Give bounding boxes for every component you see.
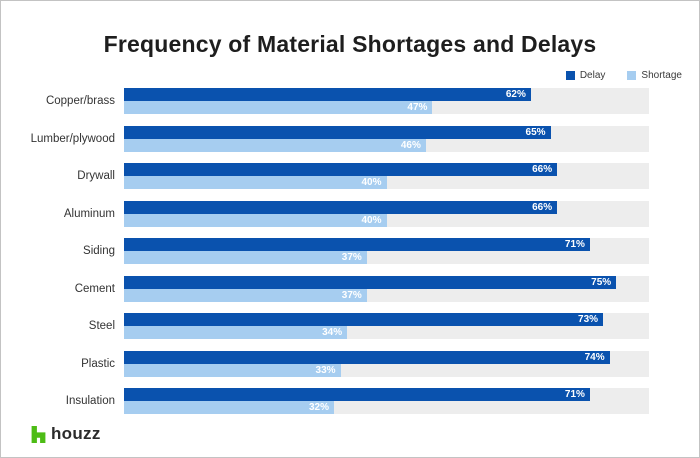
category-label: Insulation [65, 395, 115, 407]
delay-bar: 73% [124, 313, 604, 326]
delay-bar-track: 71% [124, 388, 649, 401]
shortage-bar-track: 34% [124, 326, 649, 339]
delay-bar-track: 66% [124, 163, 649, 176]
delay-bar-track: 71% [124, 238, 649, 251]
delay-bar-track: 74% [124, 350, 649, 364]
delay-bar-track: 62% [124, 88, 649, 101]
delay-bar-value: 71% [564, 239, 585, 250]
delay-bar-track: 65% [124, 125, 649, 139]
chart-row: Insulation 71% 32% [17, 388, 649, 414]
delay-bar-value: 73% [578, 314, 599, 325]
delay-bar: 75% [124, 275, 617, 289]
delay-bar-value: 74% [584, 351, 605, 363]
shortage-bar-value: 37% [341, 289, 362, 301]
delay-bar-value: 75% [591, 276, 612, 288]
shortage-bar-track: 37% [124, 251, 649, 264]
shortage-bar-track: 46% [124, 138, 649, 152]
delay-bar: 71% [124, 238, 590, 251]
shortage-bar-value: 37% [341, 252, 362, 263]
delay-bar-value: 66% [532, 164, 553, 175]
row-bars: 71% 32% [124, 388, 649, 414]
category-label: Drywall [77, 170, 115, 182]
delay-bar-track: 73% [124, 313, 649, 326]
delay-bar-track: 66% [124, 200, 649, 214]
shortage-bar-track: 37% [124, 288, 649, 302]
shortage-bar: 47% [124, 101, 433, 114]
legend-label: Shortage [641, 70, 682, 81]
category-label: Cement [74, 282, 115, 295]
legend-label: Delay [579, 70, 606, 81]
legend-swatch-shortage [627, 71, 637, 80]
row-bars: 73% 34% [124, 313, 649, 339]
shortage-bar-value: 40% [361, 177, 382, 188]
row-bars: 71% 37% [124, 238, 649, 264]
houzz-logo-icon [31, 425, 46, 443]
shortage-bar: 32% [124, 401, 334, 414]
chart-row: Siding 71% 37% [17, 238, 649, 264]
category-label: Steel [88, 320, 115, 332]
legend-swatch-delay [565, 71, 575, 80]
shortage-bar-track: 33% [124, 363, 649, 377]
chart-row: Lumber/plywood 65% 46% [17, 125, 649, 152]
delay-bar-value: 65% [525, 126, 546, 138]
shortage-bar-track: 40% [124, 213, 649, 227]
legend-item-shortage: Shortage [627, 70, 682, 81]
row-bars: 75% 37% [124, 275, 649, 302]
chart-row: Drywall 66% 40% [17, 163, 649, 189]
brand-logo: houzz [31, 424, 101, 444]
shortage-bar-value: 33% [315, 364, 336, 376]
row-bars: 65% 46% [124, 125, 649, 152]
shortage-bar-value: 47% [407, 102, 428, 113]
delay-bar-value: 71% [564, 389, 585, 400]
shortage-bar: 40% [124, 213, 387, 227]
shortage-bar-track: 32% [124, 401, 649, 414]
row-bars: 74% 33% [124, 350, 649, 377]
shortage-bar-track: 47% [124, 101, 649, 114]
category-label: Siding [83, 245, 115, 257]
shortage-bar-track: 40% [124, 176, 649, 189]
category-label: Copper/brass [45, 95, 115, 107]
delay-bar: 71% [124, 388, 590, 401]
shortage-bar-value: 46% [400, 139, 421, 151]
shortage-bar-value: 34% [322, 327, 343, 338]
delay-bar: 65% [124, 125, 551, 139]
chart-row: Plastic 74% 33% [17, 350, 649, 377]
shortage-bar-value: 40% [361, 214, 382, 226]
delay-bar-value: 62% [505, 89, 526, 100]
chart-row: Cement 75% 37% [17, 275, 649, 302]
shortage-bar: 40% [124, 176, 387, 189]
delay-bar: 62% [124, 88, 531, 101]
shortage-bar-value: 32% [308, 402, 329, 413]
shortage-bar: 34% [124, 326, 348, 339]
chart-title: Frequency of Material Shortages and Dela… [103, 31, 597, 57]
delay-bar: 66% [124, 163, 558, 176]
chart-row: Steel 73% 34% [17, 313, 649, 339]
row-bars: 66% 40% [124, 200, 649, 227]
legend-item-delay: Delay [565, 70, 606, 81]
category-label: Aluminum [63, 207, 115, 220]
category-label: Plastic [81, 357, 115, 370]
row-bars: 62% 47% [124, 88, 649, 114]
delay-bar: 66% [124, 200, 558, 214]
shortage-bar: 33% [124, 363, 341, 377]
delay-bar-track: 75% [124, 275, 649, 289]
shortage-bar: 46% [124, 138, 426, 152]
chart-row: Aluminum 66% 40% [17, 200, 649, 227]
legend: Delay Shortage [565, 70, 682, 81]
shortage-bar: 37% [124, 288, 367, 302]
brand-wordmark: houzz [51, 424, 101, 443]
delay-bar: 74% [124, 350, 610, 364]
category-label: Lumber/plywood [30, 132, 115, 145]
shortage-bar: 37% [124, 251, 367, 264]
delay-bar-value: 66% [532, 201, 553, 213]
row-bars: 66% 40% [124, 163, 649, 189]
chart-rows: Copper/brass 62% 47% Lumber/plywood 65% 46% Dr… [17, 88, 649, 426]
chart-row: Copper/brass 62% 47% [17, 88, 649, 114]
